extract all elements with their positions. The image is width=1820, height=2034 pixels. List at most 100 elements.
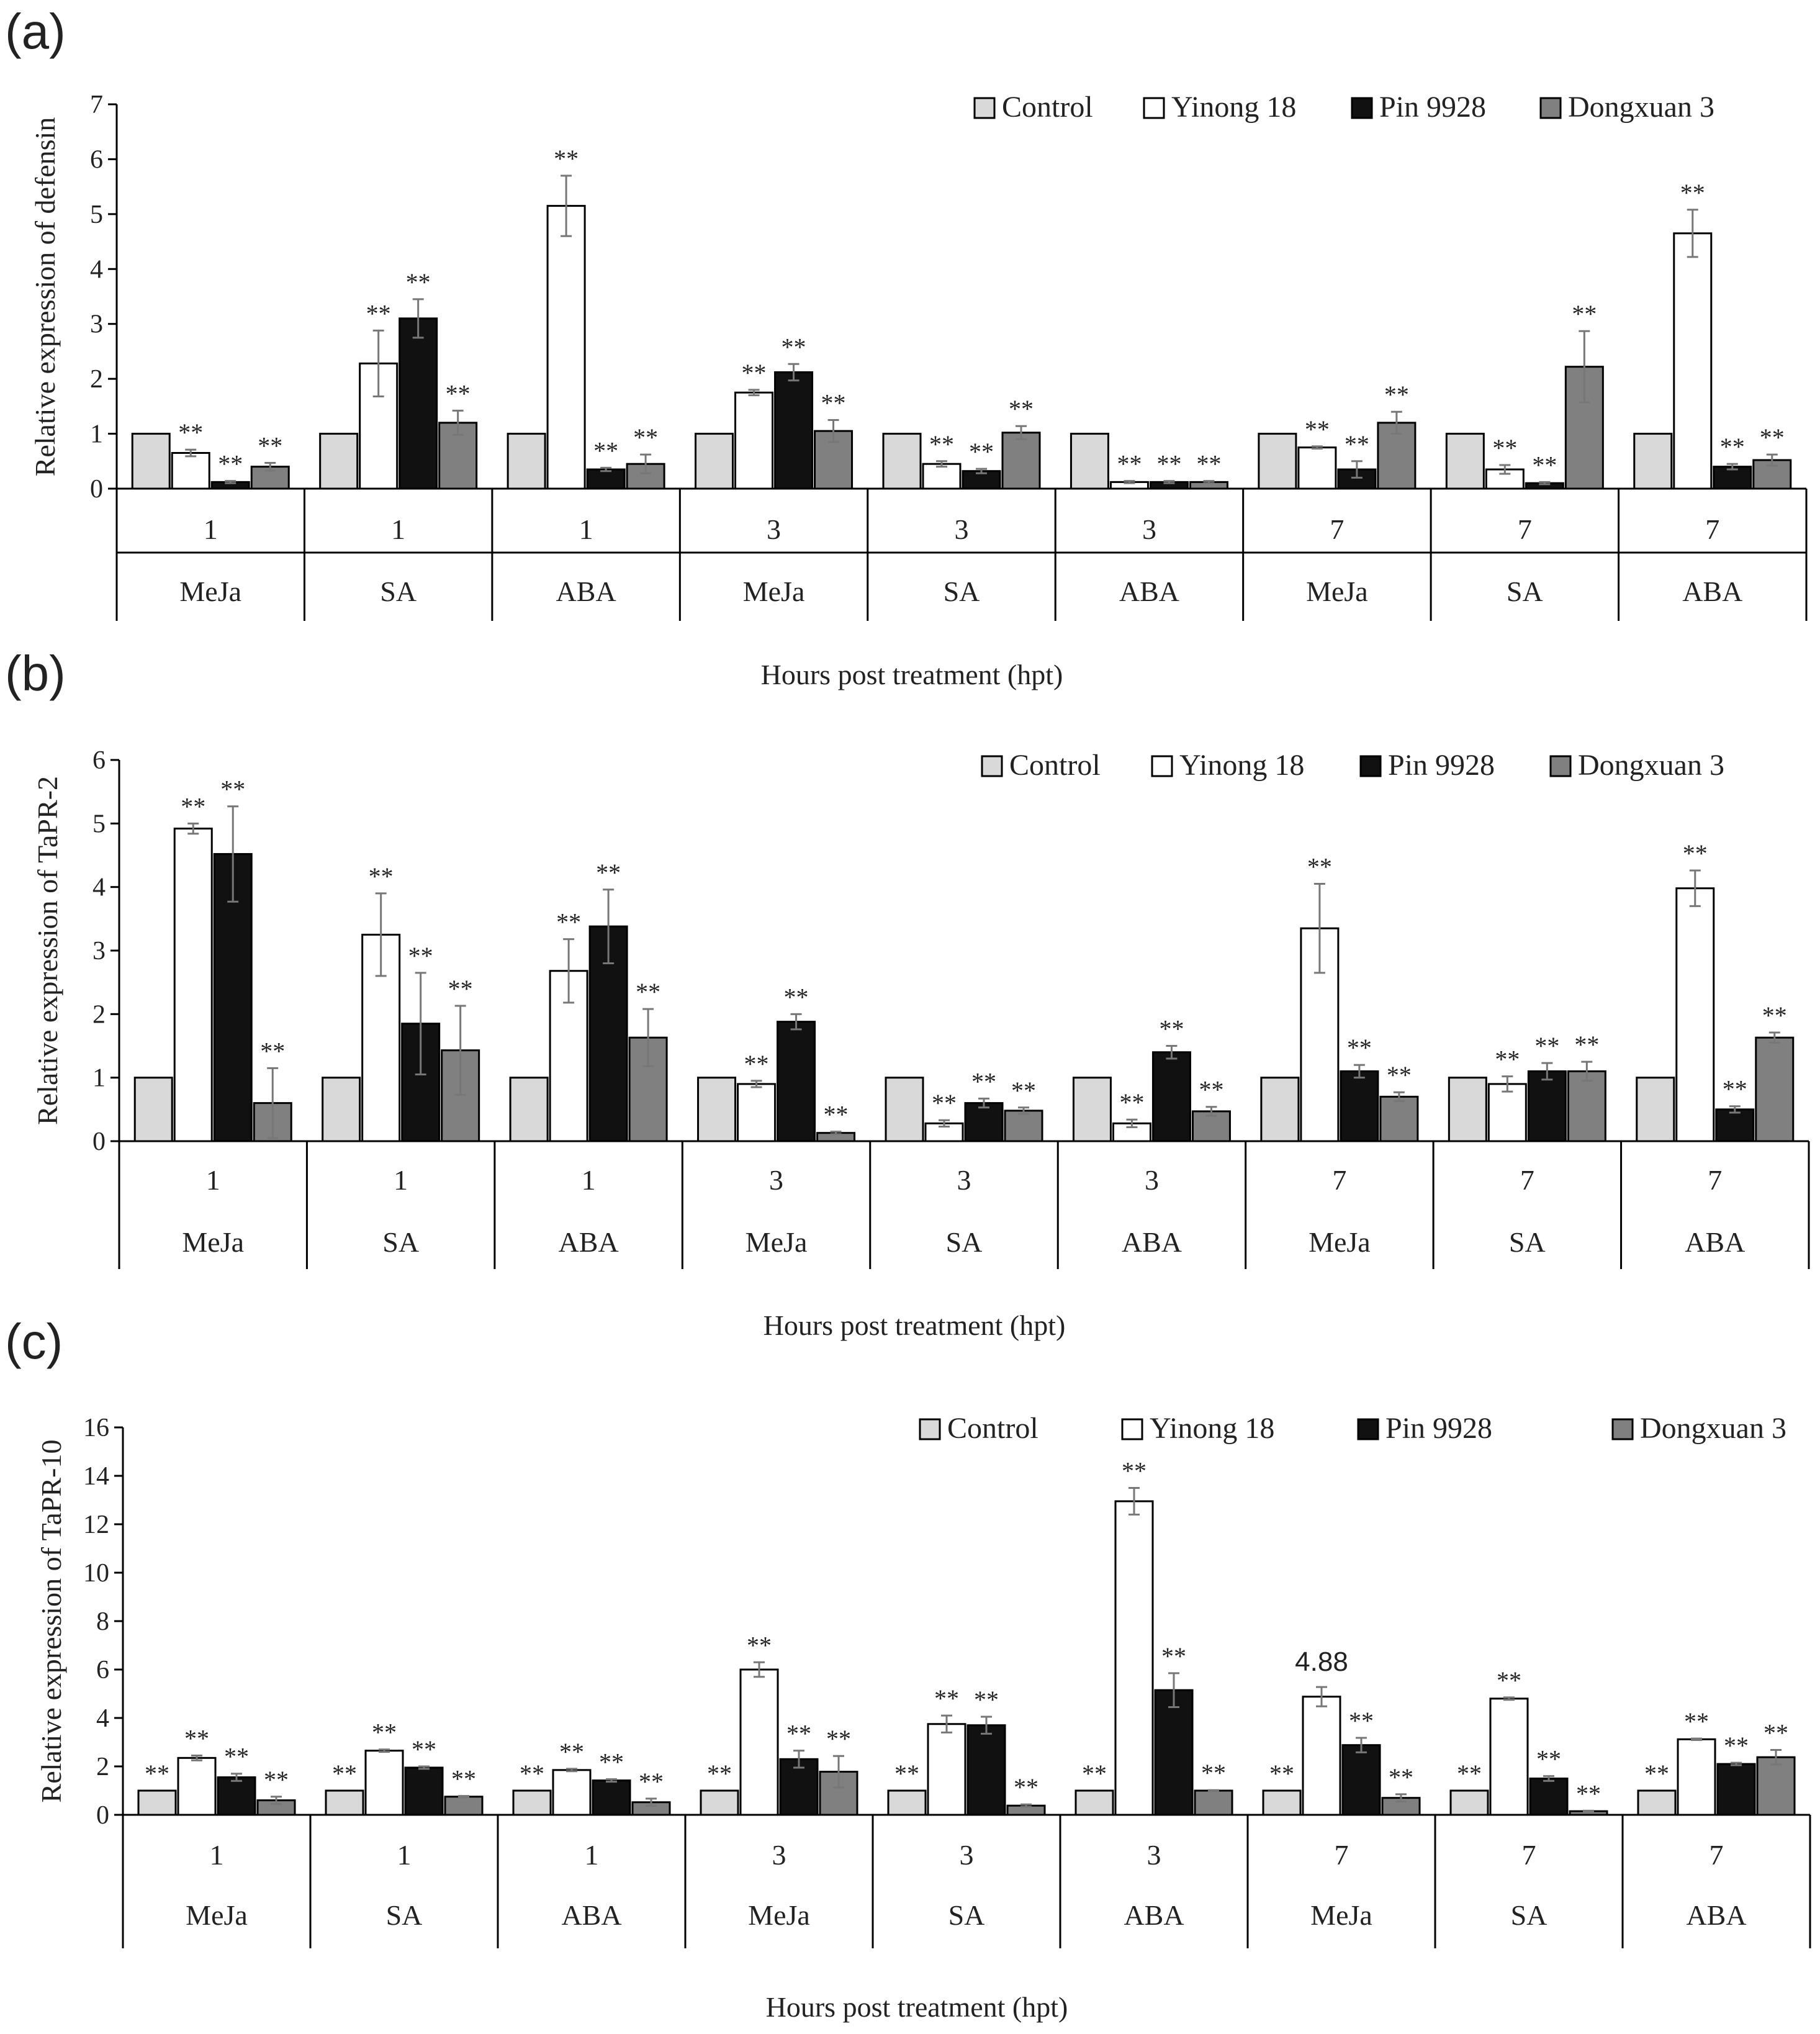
- significance-mark: **: [260, 1037, 285, 1065]
- bar-pin-9928: [964, 1102, 1004, 1142]
- bar-pin-9928: [1527, 1070, 1567, 1142]
- significance-mark: **: [1269, 1760, 1294, 1788]
- significance-mark: **: [1196, 450, 1221, 478]
- y-tick-label: 5: [92, 810, 106, 838]
- bar-control: [325, 1789, 364, 1816]
- bar-yinong-18: [1675, 887, 1715, 1142]
- legend-label: Dongxuan 3: [1640, 1412, 1786, 1445]
- bar-pin-9928: [1341, 1744, 1381, 1816]
- bar-pin-9928: [1716, 1763, 1756, 1816]
- bar-yinong-18: [1487, 1083, 1527, 1142]
- panel-a: (a) 0 1 2 3 4 5 6 7 Relative expression of defens…: [5, 4, 1808, 690]
- significance-mark: **: [1683, 839, 1708, 867]
- bar-pin-9928: [779, 1758, 819, 1816]
- panel-c: (c) 0 2 4 6 8 10 12 14 16 Relative expression of T…: [5, 1314, 1811, 2023]
- significance-mark: **: [1720, 433, 1745, 461]
- significance-mark: **: [1762, 1001, 1787, 1029]
- significance-mark: **: [1536, 1745, 1561, 1773]
- significance-mark: **: [1764, 1719, 1788, 1747]
- hpt-label: 3: [1142, 513, 1156, 545]
- hpt-label: 1: [210, 1839, 224, 1871]
- significance-mark: **: [1495, 1046, 1520, 1074]
- bar-control: [697, 1077, 737, 1142]
- significance-mark: **: [932, 1089, 957, 1117]
- treatment-label: MeJa: [743, 576, 805, 607]
- hpt-label: 3: [1145, 1164, 1159, 1196]
- treatment-label: SA: [1509, 1226, 1546, 1258]
- legend-swatch-yinong-18: [1151, 755, 1173, 777]
- significance-mark: **: [1117, 450, 1142, 478]
- significance-mark: **: [1201, 1759, 1226, 1787]
- bar-control: [885, 1077, 924, 1142]
- treatment-label: ABA: [1685, 1226, 1745, 1258]
- bar-control: [882, 433, 922, 490]
- treatment-label: SA: [1507, 576, 1543, 607]
- y-tick-label: 8: [96, 1607, 109, 1636]
- y-tick-label: 16: [83, 1414, 109, 1442]
- significance-mark: **: [639, 1768, 664, 1796]
- significance-mark: **: [744, 1050, 769, 1078]
- treatment-label: SA: [944, 576, 980, 607]
- significance-mark: **: [1760, 423, 1785, 451]
- significance-mark: **: [974, 1686, 999, 1714]
- y-tick-label: 0: [90, 475, 103, 504]
- bar-yinong-18: [1489, 1697, 1529, 1816]
- bar-control: [1445, 433, 1485, 490]
- y-tick-label: 0: [96, 1801, 109, 1830]
- bar-yinong-18: [1297, 446, 1337, 490]
- significance-mark: **: [593, 436, 618, 464]
- treatment-label: SA: [386, 1899, 423, 1931]
- x-axis-title: Hours post treatment (hpt): [766, 1991, 1068, 2023]
- hpt-label: 1: [397, 1839, 412, 1871]
- bar-control: [322, 1077, 361, 1142]
- legend-swatch-pin-9928: [1357, 1418, 1379, 1440]
- significance-mark: **: [1349, 1707, 1374, 1735]
- bar-control: [133, 1077, 173, 1142]
- legend-label: Control: [947, 1412, 1038, 1445]
- treatment-label: SA: [946, 1226, 983, 1258]
- significance-mark: **: [1532, 451, 1557, 479]
- bar-yinong-18: [1673, 232, 1713, 490]
- hpt-label: 3: [769, 1164, 783, 1196]
- significance-mark: **: [742, 359, 767, 387]
- bar-yinong-18: [173, 828, 213, 1142]
- treatment-label: MeJa: [1310, 1899, 1372, 1931]
- bar-pin-9928: [404, 1766, 444, 1816]
- bar-control: [1636, 1077, 1675, 1142]
- hpt-label: 3: [957, 1164, 971, 1196]
- treatment-label: ABA: [559, 1226, 619, 1258]
- y-tick-label: 5: [90, 201, 103, 229]
- bar-pin-9928: [777, 1021, 816, 1142]
- bar-control: [1074, 1789, 1114, 1816]
- y-tick-label: 1: [90, 420, 103, 449]
- significance-mark: **: [446, 379, 471, 407]
- bar-control: [1070, 433, 1109, 490]
- significance-mark: **: [596, 859, 621, 887]
- significance-mark: **: [1534, 1032, 1559, 1060]
- bar-control: [1262, 1789, 1302, 1816]
- treatment-label: MeJa: [182, 1226, 244, 1258]
- bar-control: [1260, 1077, 1300, 1142]
- hpt-label: 1: [579, 513, 593, 545]
- hpt-label: 1: [206, 1164, 220, 1196]
- significance-mark: **: [372, 1719, 397, 1747]
- bar-pin-9928: [586, 468, 626, 490]
- significance-mark: **: [181, 792, 205, 820]
- legend-label: Pin 9928: [1388, 749, 1495, 782]
- bar-dongxuan-3: [1756, 1756, 1796, 1816]
- significance-mark: **: [369, 862, 394, 890]
- y-tick-label: 2: [92, 1000, 106, 1029]
- hpt-label: 3: [767, 513, 781, 545]
- y-axis-label: Relative expression of defensin: [29, 117, 61, 477]
- panel-letter: (b): [5, 646, 66, 701]
- bar-control: [700, 1789, 739, 1816]
- bar-dongxuan-3: [1567, 1070, 1606, 1142]
- bar-yinong-18: [1677, 1738, 1716, 1816]
- significance-mark: **: [145, 1760, 169, 1788]
- treatment-label: ABA: [1122, 1226, 1182, 1258]
- significance-mark: **: [782, 333, 806, 361]
- treatment-label: MeJa: [746, 1226, 808, 1258]
- significance-mark: **: [178, 418, 203, 446]
- significance-mark: **: [1305, 415, 1330, 443]
- hpt-label: 7: [1330, 513, 1344, 545]
